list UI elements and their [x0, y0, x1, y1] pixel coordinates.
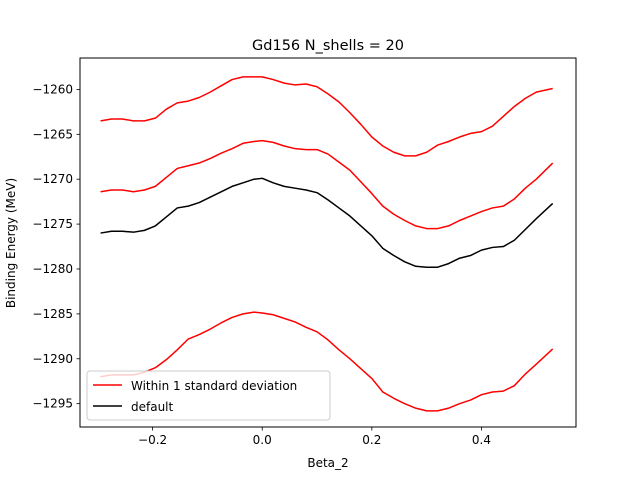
y-tick-label: −1275 — [32, 217, 73, 231]
series-line-2 — [100, 177, 554, 268]
x-axis: −0.2 0.0 0.2 0.4 — [138, 427, 491, 447]
x-tick-label: 0.4 — [472, 433, 491, 447]
x-tick-label: 0.0 — [253, 433, 272, 447]
y-tick-label: −1290 — [32, 352, 73, 366]
legend-box — [86, 370, 331, 421]
legend-label-within-std: Within 1 standard deviation — [131, 379, 297, 393]
y-tick-label: −1260 — [32, 82, 73, 96]
y-tick-label: −1295 — [32, 397, 73, 411]
x-tick-label: 0.2 — [362, 433, 381, 447]
y-tick-label: −1270 — [32, 172, 73, 186]
x-tick-label: −0.2 — [138, 433, 167, 447]
y-tick-label: −1265 — [32, 127, 73, 141]
y-axis: −1260 −1265 −1270 −1275 −1280 −1285 −1290 −1295 — [32, 82, 80, 411]
y-tick-label: −1285 — [32, 307, 73, 321]
plot-lines — [100, 76, 554, 412]
y-axis-label: Binding Energy (MeV) — [4, 178, 18, 308]
series-line-1 — [100, 139, 554, 230]
axes-frame — [79, 57, 577, 428]
series-line-0 — [100, 76, 553, 157]
x-axis-label: Beta_2 — [307, 456, 348, 470]
chart-title: Gd156 N_shells = 20 — [252, 38, 404, 54]
y-tick-label: −1280 — [32, 262, 73, 276]
series-line-3 — [100, 311, 554, 412]
legend: Within 1 standard deviation default — [86, 370, 331, 421]
legend-label-default: default — [131, 400, 174, 414]
